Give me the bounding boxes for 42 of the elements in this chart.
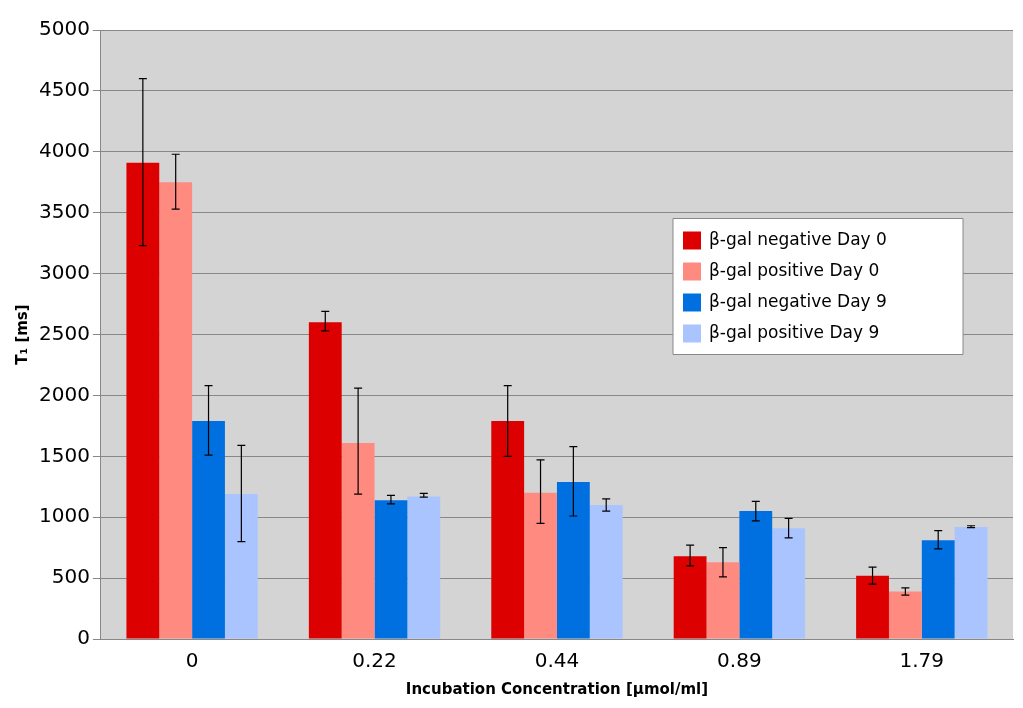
y-tick-label: 0	[77, 625, 90, 650]
y-tick-label: 1500	[38, 442, 90, 467]
x-tick-label: 1.79	[899, 648, 945, 673]
bar	[706, 562, 740, 639]
bar	[524, 492, 557, 639]
bar	[556, 481, 590, 639]
y-tick-label: 4500	[38, 77, 90, 102]
bar	[739, 511, 773, 639]
bar	[308, 322, 342, 639]
x-tick-label: 0.44	[534, 648, 580, 673]
x-tick-label: 0.22	[352, 648, 397, 673]
bar	[374, 500, 408, 639]
y-axis-title: T₁ [ms]	[12, 304, 31, 365]
bar	[921, 540, 955, 639]
legend-label: β-gal negative Day 9	[709, 290, 887, 311]
y-tick-label: 4000	[38, 138, 90, 162]
x-tick-label: 0.89	[717, 648, 762, 673]
bar	[159, 182, 193, 639]
bar	[407, 496, 441, 639]
y-tick-label: 1000	[38, 503, 90, 528]
y-tick-label: 3000	[38, 259, 90, 284]
bar	[589, 505, 623, 639]
bar	[954, 526, 988, 639]
y-tick-label: 3500	[38, 198, 90, 223]
x-tick-label: 0	[185, 648, 199, 673]
bar	[192, 420, 225, 639]
legend-label: β-gal positive Day 9	[709, 321, 880, 342]
x-axis-title: Incubation Concentration [µmol/ml]	[405, 679, 709, 698]
bar	[673, 556, 707, 639]
legend-label: β-gal negative Day 0	[709, 228, 887, 249]
bar	[224, 494, 258, 639]
bar	[491, 420, 525, 639]
y-tick-label: 5000	[38, 16, 90, 41]
bar	[126, 162, 160, 639]
bar	[341, 442, 375, 639]
y-tick-label: 2000	[38, 381, 90, 406]
y-tick-label: 2500	[38, 320, 90, 345]
bar	[856, 575, 889, 639]
bar	[772, 528, 806, 639]
bar	[888, 591, 922, 639]
y-tick-label: 500	[51, 564, 90, 589]
legend-label: β-gal positive Day 0	[709, 259, 880, 280]
